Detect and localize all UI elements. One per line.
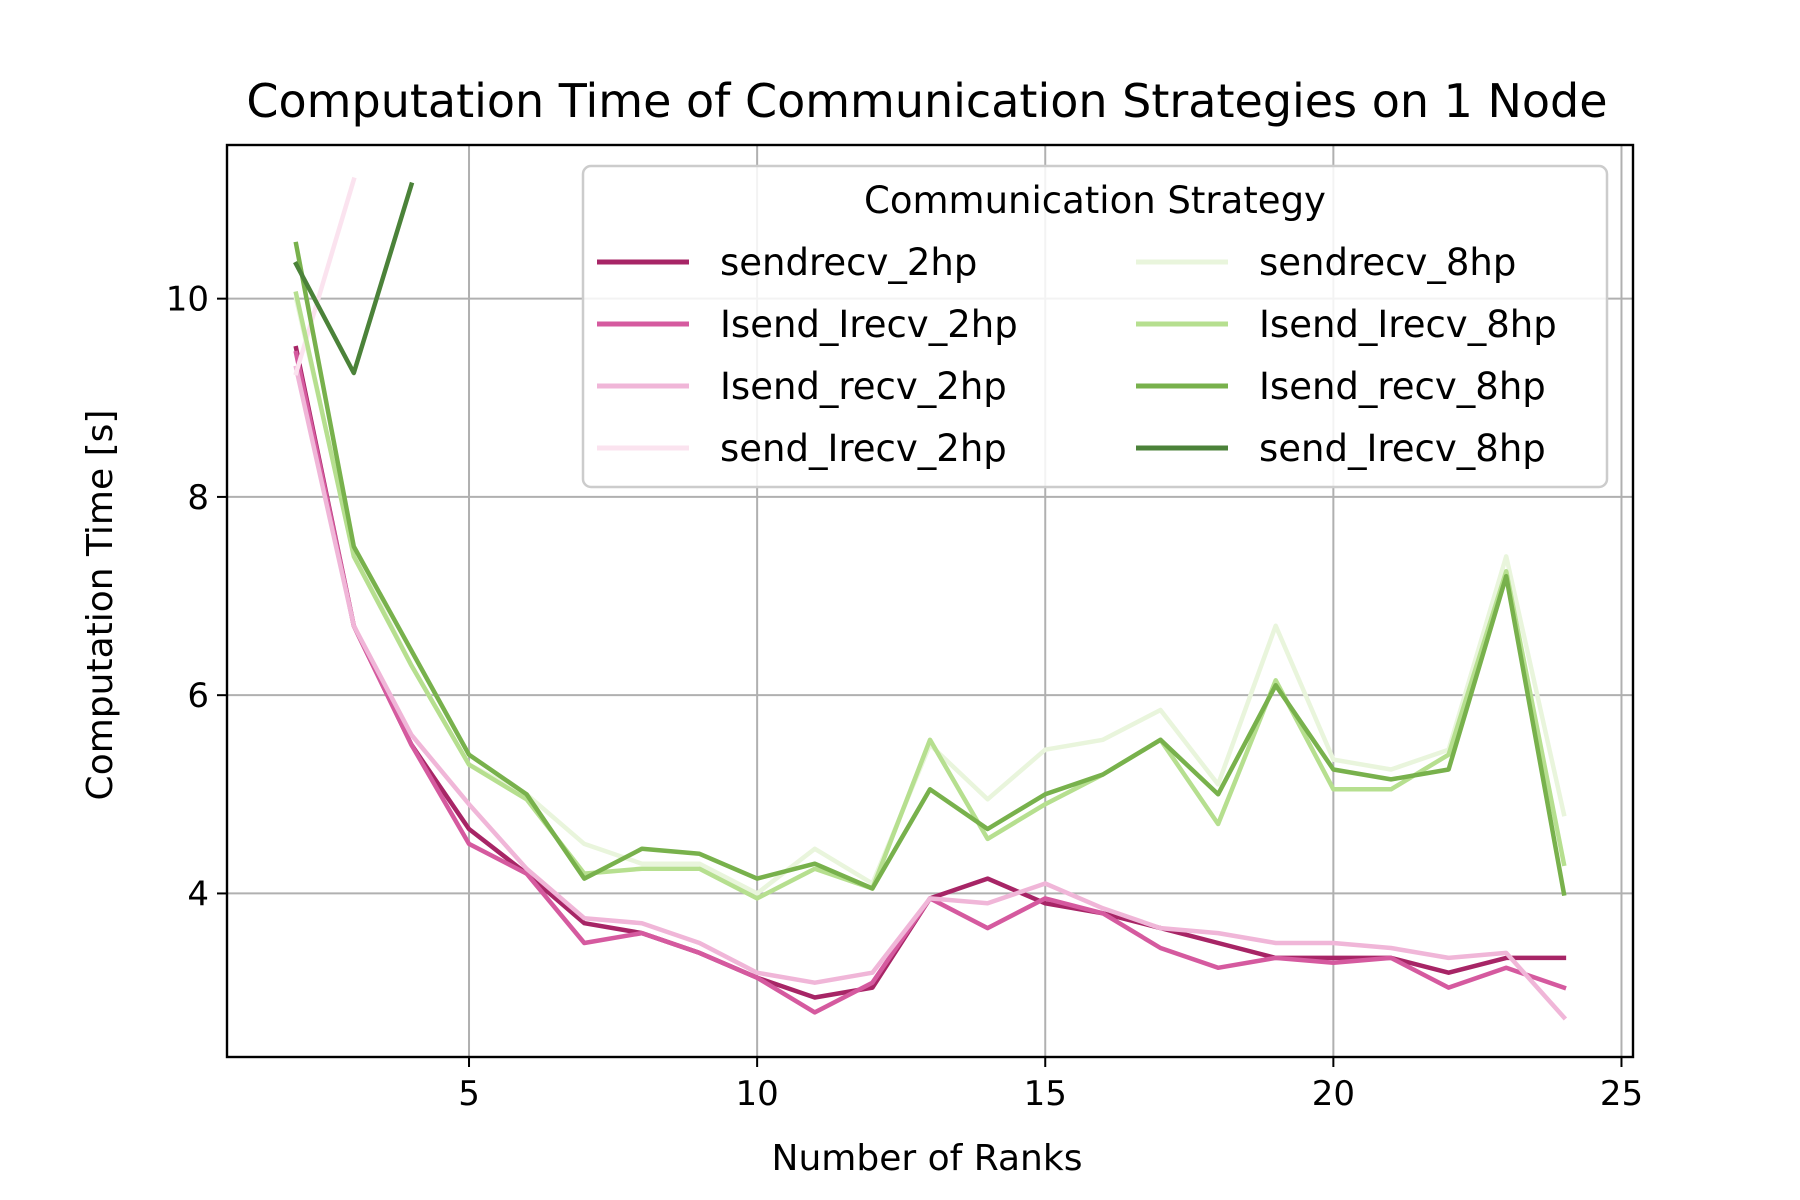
legend-box [581,164,1609,489]
x-tick-label: 25 [1600,1074,1643,1114]
legend-label-Isend_recv_8hp: Isend_recv_8hp [1259,365,1546,408]
legend-label-send_Irecv_2hp: send_Irecv_2hp [720,427,1007,470]
series-line-send_Irecv_8hp [293,181,415,376]
y-tick-label: 6 [187,676,209,716]
legend-entries: sendrecv_2hp Isend_Irecv_2hp Isend_recv_2h… [597,241,1557,470]
series-line-Isend_recv_2hp [293,365,1568,1021]
y-axis-label: Computation Time [s] [80,410,121,801]
y-tick-label: 10 [166,280,209,320]
x-tick-label: 5 [458,1074,480,1114]
legend-title: Communication Strategy [864,179,1326,222]
axis-ticks: 5 10 15 20 25 4 6 8 10 [166,280,1643,1114]
chart-title: Computation Time of Communication Strate… [246,74,1607,128]
plot-frame [225,143,1635,1059]
legend-label-sendrecv_2hp: sendrecv_2hp [720,241,977,284]
legend-label-Isend_recv_2hp: Isend_recv_2hp [720,365,1007,408]
series-lines [293,176,1568,1021]
series-line-Isend_Irecv_8hp [293,291,1567,901]
legend-label-Isend_Irecv_8hp: Isend_Irecv_8hp [1259,303,1557,346]
x-tick-label: 10 [735,1074,778,1114]
legend-label-Isend_Irecv_2hp: Isend_Irecv_2hp [720,303,1018,346]
series-line-Isend_recv_8hp [293,241,1567,897]
x-axis-label: Number of Ranks [772,1138,1083,1179]
x-tick-label: 20 [1312,1074,1355,1114]
legend: Communication Strategy sendrecv_2hp Isend… [581,164,1609,489]
legend-label-send_Irecv_8hp: send_Irecv_8hp [1259,427,1546,470]
y-tick-label: 4 [187,874,209,914]
legend-label-sendrecv_8hp: sendrecv_8hp [1259,241,1516,284]
x-tick-label: 15 [1024,1074,1067,1114]
y-tick-label: 8 [187,478,209,518]
